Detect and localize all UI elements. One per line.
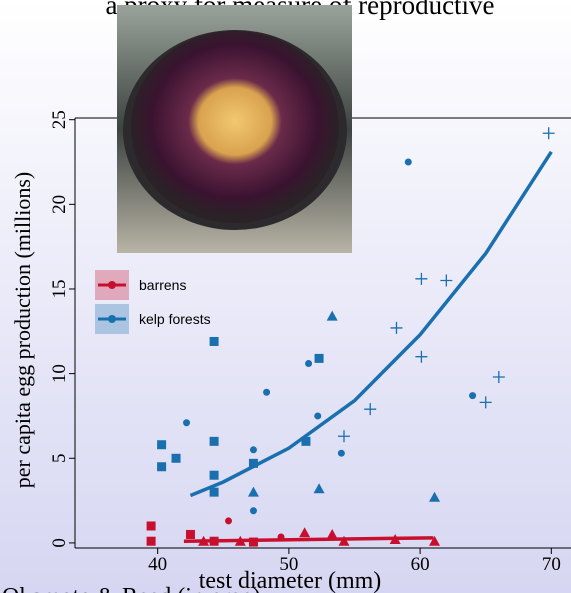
y-axis-label: per capita egg production (millions) (10, 172, 35, 488)
y-tick-label: 0 (49, 538, 70, 548)
point-triangle (314, 483, 325, 493)
point-triangle (248, 487, 259, 497)
legend-label: kelp forests (139, 311, 211, 327)
page: {"chart_data": { "type": "scatter", "tit… (0, 0, 571, 593)
point-square (210, 437, 219, 446)
point-square (210, 337, 219, 346)
point-circle (338, 450, 345, 457)
point-circle (250, 507, 257, 514)
point-plus (543, 127, 555, 139)
legend-dot (108, 315, 116, 323)
y-tick-label: 15 (49, 279, 70, 298)
point-square (210, 488, 219, 497)
point-circle (305, 360, 312, 367)
point-circle (183, 419, 190, 426)
x-tick-label: 50 (279, 554, 298, 575)
point-plus (415, 351, 427, 363)
point-triangle (429, 492, 440, 502)
point-circle (469, 392, 476, 399)
point-plus (440, 275, 452, 287)
point-square (147, 521, 156, 530)
point-square (315, 354, 324, 363)
point-circle (250, 446, 257, 453)
point-square (157, 440, 166, 449)
point-circle (314, 412, 321, 419)
legend-label: barrens (139, 277, 186, 293)
point-plus (493, 371, 505, 383)
point-plus (364, 403, 376, 415)
point-plus (480, 396, 492, 408)
point-square (157, 462, 166, 471)
x-tick-label: 70 (542, 554, 561, 575)
point-circle (405, 159, 412, 166)
point-square (172, 454, 181, 463)
y-tick-label: 25 (49, 110, 70, 129)
point-circle (263, 389, 270, 396)
urchin-photo (117, 5, 352, 253)
point-plus (390, 322, 402, 334)
y-tick-label: 10 (49, 364, 70, 383)
point-plus (338, 430, 350, 442)
point-plus (415, 273, 427, 285)
point-square (210, 471, 219, 480)
y-tick-label: 20 (49, 195, 70, 214)
point-square (186, 530, 195, 539)
x-tick-label: 60 (411, 554, 430, 575)
legend-dot (108, 281, 116, 289)
x-tick-label: 40 (148, 554, 167, 575)
y-tick-label: 5 (49, 454, 70, 464)
point-triangle (327, 311, 338, 321)
point-triangle (299, 527, 310, 537)
point-square (147, 537, 156, 546)
point-circle (225, 517, 232, 524)
